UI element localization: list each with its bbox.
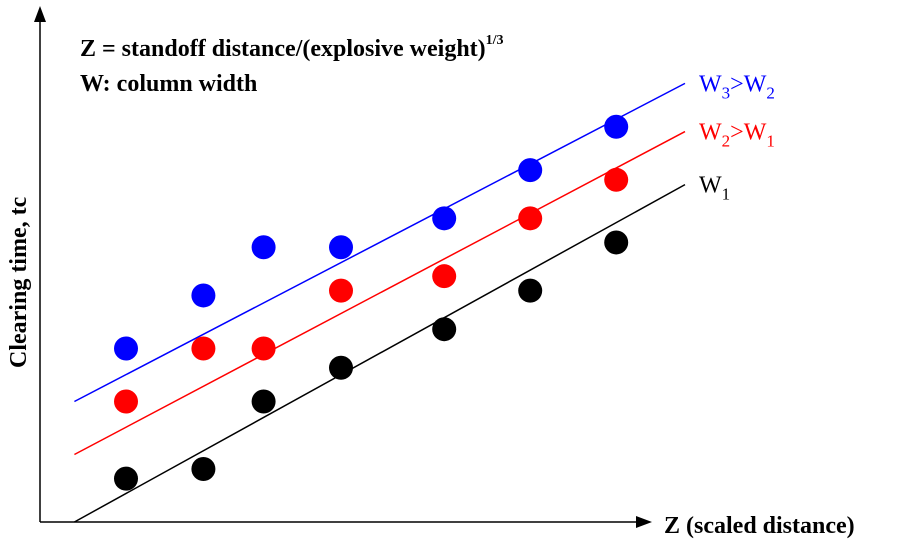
annotation-w-definition: W: column width [80,71,257,97]
annotation-z-superscript: 1/3 [486,33,504,48]
x-axis-label: Z (scaled distance) [664,513,855,539]
data-point-s2-5 [432,264,457,289]
data-point-s3-4 [329,355,353,380]
trend-line-1 [74,82,686,403]
series-1: W3>W2 [74,71,775,403]
series-label-2: W2>W1 [699,120,775,151]
y-axis-arrowhead [34,6,46,22]
y-axis-label: Clearing time, tc [6,196,32,368]
data-point-s2-3 [251,336,276,361]
series-2: W2>W1 [74,120,775,456]
series-label-3: W1 [699,173,730,204]
series-label-1: W3>W2 [699,71,775,102]
data-point-s2-7 [604,167,629,192]
data-point-s3-1 [114,466,138,491]
annotation-z-definition: Z = standoff distance/(explosive weight)… [80,33,504,62]
data-point-s3-2 [191,456,216,481]
data-point-s1-5 [432,206,457,231]
data-point-s3-5 [432,317,457,342]
data-point-s2-1 [114,389,138,414]
data-point-s1-7 [604,114,629,139]
annotation-z-text: Z = standoff distance/(explosive weight) [80,36,486,62]
data-point-s1-4 [329,235,353,260]
data-point-s1-6 [518,158,543,183]
data-point-s2-6 [518,206,543,231]
data-point-s3-7 [604,230,629,255]
data-point-s3-6 [518,278,543,303]
data-point-s3-3 [251,389,276,414]
data-point-s1-2 [191,283,216,308]
trend-line-2 [74,130,686,456]
x-axis-arrowhead [636,516,652,528]
trend-line-3 [74,183,686,523]
data-point-s2-4 [329,278,353,303]
data-point-s1-3 [251,235,276,260]
data-point-s2-2 [191,336,216,361]
data-point-s1-1 [114,336,138,361]
series-3: W1 [74,173,730,523]
series-layer: W3>W2 W2>W1 W1 [74,71,775,523]
